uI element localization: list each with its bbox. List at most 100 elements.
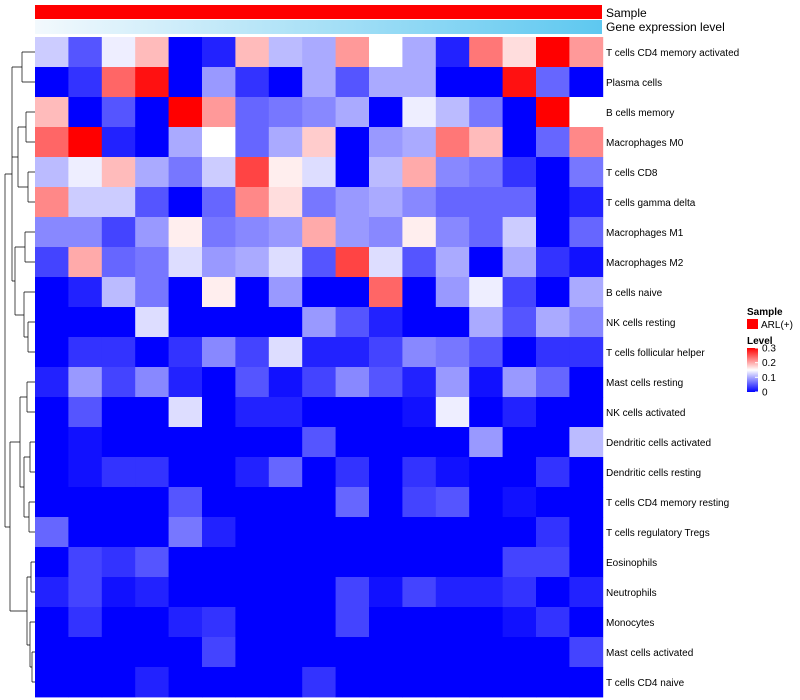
- heatmap-cell: [536, 97, 570, 128]
- heatmap-cell: [168, 607, 203, 638]
- heatmap-cell: [202, 247, 236, 278]
- heatmap-cell: [569, 427, 604, 458]
- heatmap-cell: [101, 217, 136, 248]
- heatmap-cell: [135, 637, 169, 668]
- heatmap-cell: [35, 457, 69, 488]
- heatmap-cell: [502, 577, 537, 608]
- row-label: Macrophages M2: [606, 258, 684, 269]
- row-label: Neutrophils: [606, 588, 657, 599]
- row-label: T cells follicular helper: [606, 348, 705, 359]
- heatmap-cell: [469, 457, 503, 488]
- heatmap-cell: [335, 547, 370, 578]
- heatmap-cell: [469, 337, 503, 368]
- heatmap-cell: [135, 547, 169, 578]
- heatmap-cell: [435, 427, 470, 458]
- heatmap-cell: [369, 127, 403, 158]
- heatmap-cell: [402, 427, 437, 458]
- heatmap-cell: [402, 247, 437, 278]
- legend-sample-entry: ARL(+): [761, 320, 793, 331]
- heatmap-cell: [302, 637, 336, 668]
- heatmap-cell: [68, 127, 103, 158]
- heatmap-cell: [135, 127, 169, 158]
- heatmap-cell: [101, 547, 136, 578]
- heatmap-cell: [35, 367, 69, 398]
- heatmap-cell: [168, 217, 203, 248]
- heatmap-cells: [35, 37, 604, 698]
- heatmap-cell: [536, 157, 570, 188]
- heatmap-cell: [168, 487, 203, 518]
- heatmap-cell: [235, 487, 270, 518]
- heatmap-cell: [68, 457, 103, 488]
- heatmap-cell: [35, 517, 69, 548]
- heatmap-cell: [402, 127, 437, 158]
- row-label: Macrophages M1: [606, 228, 684, 239]
- heatmap-cell: [68, 547, 103, 578]
- heatmap-cell: [335, 217, 370, 248]
- heatmap-cell: [569, 127, 604, 158]
- heatmap-cell: [302, 517, 336, 548]
- heatmap-cell: [335, 337, 370, 368]
- heatmap-cell: [536, 127, 570, 158]
- heatmap-cell: [202, 637, 236, 668]
- heatmap-cell: [235, 637, 270, 668]
- heatmap-cell: [302, 277, 336, 308]
- heatmap-cell: [469, 97, 503, 128]
- heatmap-cell: [469, 367, 503, 398]
- heatmap-cell: [101, 307, 136, 338]
- heatmap-cell: [202, 487, 236, 518]
- heatmap-cell: [369, 637, 403, 668]
- heatmap-cell: [536, 487, 570, 518]
- heatmap-cell: [268, 277, 303, 308]
- heatmap-cell: [101, 37, 136, 68]
- heatmap-cell: [35, 157, 69, 188]
- gene-expression-track: [35, 20, 602, 34]
- heatmap-cell: [569, 157, 604, 188]
- heatmap-cell: [202, 367, 236, 398]
- heatmap-cell: [235, 667, 270, 698]
- heatmap-cell: [168, 37, 203, 68]
- heatmap-cell: [569, 337, 604, 368]
- heatmap-cell: [268, 487, 303, 518]
- heatmap-cell: [168, 97, 203, 128]
- heatmap-cell: [35, 127, 69, 158]
- heatmap-cell: [536, 457, 570, 488]
- heatmap-cell: [302, 37, 336, 68]
- row-label: T cells regulatory Tregs: [606, 528, 710, 539]
- heatmap-cell: [35, 607, 69, 638]
- heatmap-cell: [268, 637, 303, 668]
- heatmap-cell: [435, 67, 470, 98]
- heatmap-cell: [469, 217, 503, 248]
- heatmap-cell: [168, 577, 203, 608]
- heatmap-cell: [536, 667, 570, 698]
- heatmap-cell: [268, 427, 303, 458]
- heatmap-cell: [402, 97, 437, 128]
- heatmap-cell: [101, 97, 136, 128]
- heatmap-cell: [536, 367, 570, 398]
- heatmap-cell: [202, 397, 236, 428]
- heatmap-cell: [168, 247, 203, 278]
- heatmap-cell: [202, 457, 236, 488]
- sample-track-label: Sample: [606, 6, 647, 20]
- heatmap-cell: [68, 577, 103, 608]
- heatmap-cell: [68, 607, 103, 638]
- heatmap-cell: [68, 187, 103, 218]
- heatmap-cell: [135, 607, 169, 638]
- heatmap-cell: [101, 187, 136, 218]
- heatmap-cell: [335, 277, 370, 308]
- heatmap-cell: [68, 667, 103, 698]
- heatmap-cell: [168, 427, 203, 458]
- heatmap-cell: [369, 427, 403, 458]
- heatmap-cell: [135, 667, 169, 698]
- heatmap-cell: [68, 37, 103, 68]
- heatmap-cell: [369, 397, 403, 428]
- row-label: Mast cells activated: [606, 648, 693, 659]
- heatmap-cell: [68, 307, 103, 338]
- heatmap-cell: [101, 637, 136, 668]
- heatmap-cell: [168, 307, 203, 338]
- heatmap-cell: [435, 187, 470, 218]
- heatmap-cell: [369, 247, 403, 278]
- heatmap-cell: [435, 307, 470, 338]
- heatmap-cell: [101, 367, 136, 398]
- heatmap-cell: [335, 367, 370, 398]
